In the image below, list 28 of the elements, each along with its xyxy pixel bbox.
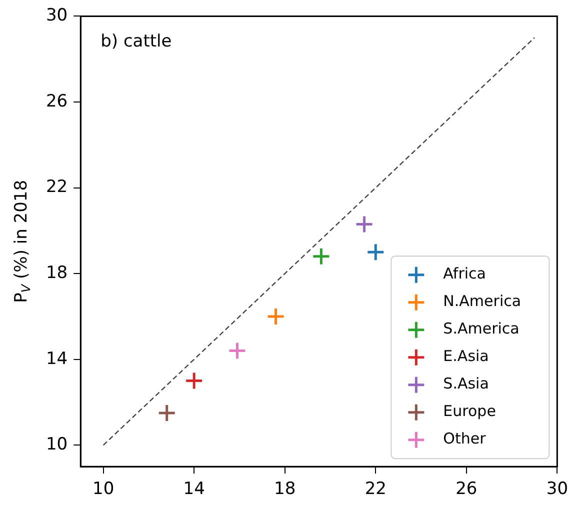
legend-label: S.Asia	[443, 374, 489, 393]
x-tick-label: 30	[546, 479, 568, 500]
y-tick-label: 18	[46, 262, 68, 283]
y-tick-label: 14	[46, 348, 68, 369]
point	[312, 247, 330, 266]
point	[366, 242, 385, 262]
point	[158, 404, 176, 422]
legend-label: E.Asia	[443, 347, 489, 366]
x-tick-label: 14	[183, 479, 205, 500]
point	[184, 372, 204, 390]
y-tick-label: 22	[46, 177, 68, 198]
legend-label: Europe	[443, 402, 496, 420]
y-tick-label: 30	[46, 6, 68, 26]
annotation: b) cattle	[100, 32, 172, 52]
x-tick-label: 18	[274, 479, 296, 500]
x-tick-label: 22	[364, 479, 386, 500]
legend-label: N.America	[443, 292, 522, 310]
y-tick-label: 26	[46, 91, 68, 112]
y-tick-label: 10	[46, 434, 68, 455]
x-tick-label: 26	[456, 479, 478, 500]
legend-label: Other	[443, 430, 487, 448]
point	[266, 307, 286, 326]
y-axis-title: PV (%) in 2018	[11, 180, 34, 303]
point	[355, 214, 374, 234]
point	[228, 342, 246, 360]
x-tick-label: 10	[92, 479, 114, 500]
legend-label: S.America	[443, 320, 520, 338]
legend-label: Africa	[443, 264, 486, 283]
